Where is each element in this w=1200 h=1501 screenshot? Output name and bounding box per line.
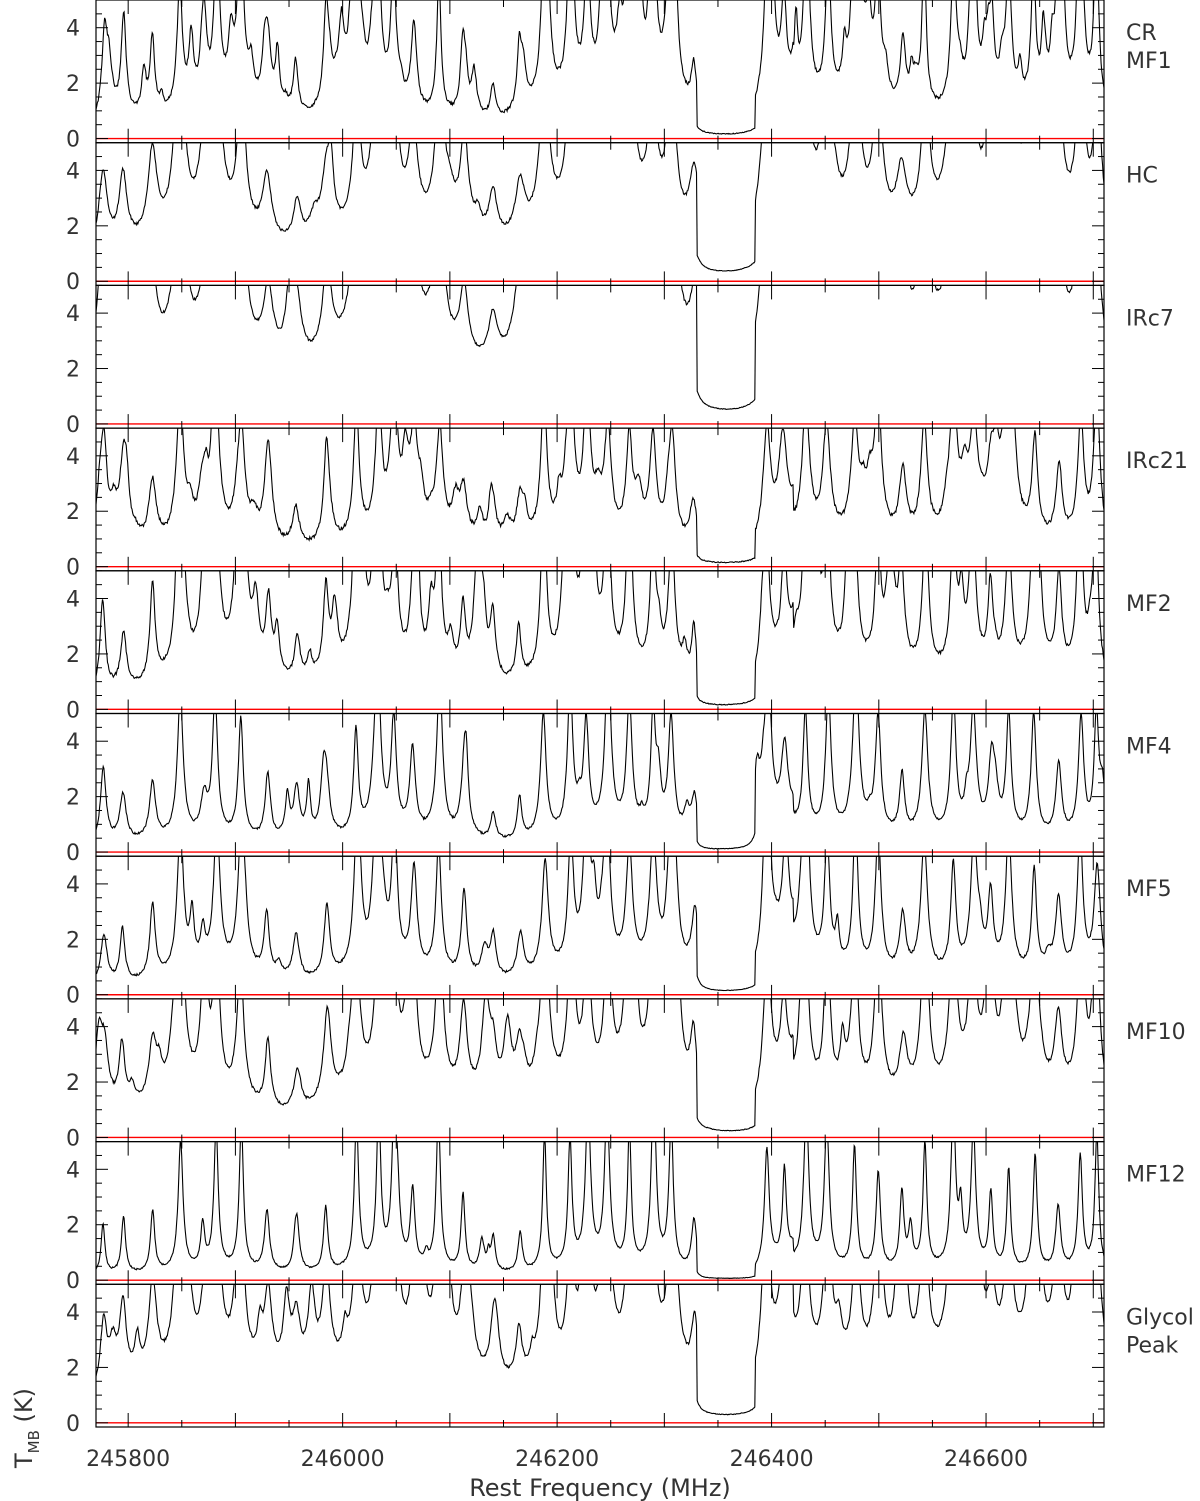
y-tick-label: 2	[66, 358, 80, 383]
y-tick-label: 4	[66, 1016, 80, 1041]
y-tick-label: 0	[66, 128, 80, 153]
panel-frame	[95, 1140, 1105, 1285]
y-tick-label: 0	[66, 1269, 80, 1294]
y-tick-label: 4	[66, 159, 80, 184]
spectra-panels: 0 2 4 CR MF1 0 2 4 HC 0 2 4 IRc7 0 2 4 IRc21 0 2 4 MF2 0 2 4 MF4…	[66, 0, 1194, 1437]
spectrum-line	[96, 428, 1104, 564]
panel: 0 2 4 MF12	[66, 1140, 1186, 1294]
spectrum-line	[96, 998, 1104, 1132]
panel: 0 2 4 CR MF1	[66, 0, 1172, 153]
y-tick-label: 2	[66, 1071, 80, 1096]
y-tick-label: 4	[66, 873, 80, 898]
y-tick-label: 0	[66, 1126, 80, 1151]
panel: 0 2 4 MF4	[66, 712, 1172, 866]
y-tick-label: 4	[66, 302, 80, 327]
y-tick-label: 2	[66, 72, 80, 97]
panel-label: HC	[1126, 164, 1158, 189]
x-tick-label: 245800	[86, 1447, 170, 1472]
y-tick-label: 0	[66, 1412, 80, 1437]
panel-frame	[95, 712, 1105, 857]
panel-frame	[95, 427, 1105, 572]
panel-frame	[95, 0, 1105, 144]
panel-label: CR MF1	[1126, 21, 1172, 74]
y-tick-label: 4	[66, 588, 80, 613]
panel: 0 2 4 IRc21	[66, 427, 1188, 581]
x-tick-label: 246000	[301, 1447, 385, 1472]
panel: 0 2 4 MF5	[66, 855, 1172, 1009]
y-tick-label: 2	[66, 786, 80, 811]
panel-frame	[95, 284, 1105, 429]
y-tick-label: 2	[66, 928, 80, 953]
panel-frame	[95, 1283, 1105, 1428]
y-tick-label: 0	[66, 698, 80, 723]
x-tick-label: 246400	[730, 1447, 814, 1472]
panel-label: IRc7	[1126, 306, 1174, 331]
panel-frame	[95, 570, 1105, 715]
spectrum-line	[96, 1141, 1104, 1280]
y-tick-label: 4	[66, 17, 80, 42]
y-tick-label: 0	[66, 270, 80, 295]
spectrum-line	[96, 1284, 1104, 1416]
y-tick-label: 0	[66, 984, 80, 1009]
y-tick-label: 0	[66, 841, 80, 866]
panel-label: MF2	[1126, 592, 1172, 617]
panel: 0 2 4 HC	[66, 142, 1158, 295]
panel-frame	[95, 855, 1105, 1000]
x-tick-label: 246200	[515, 1447, 599, 1472]
y-tick-label: 0	[66, 556, 80, 581]
x-tick-label: 246600	[944, 1447, 1028, 1472]
spectrum-line	[96, 570, 1104, 706]
y-tick-label: 2	[66, 1356, 80, 1381]
panel-label: MF12	[1126, 1163, 1186, 1188]
panel-label: MF5	[1126, 877, 1172, 902]
y-tick-label: 4	[66, 445, 80, 470]
y-tick-label: 2	[66, 500, 80, 525]
y-tick-label: 2	[66, 215, 80, 240]
y-tick-label: 0	[66, 413, 80, 438]
panel-label: Glycol Peak	[1126, 1305, 1194, 1358]
panel: 0 2 4 MF2	[66, 570, 1172, 723]
y-tick-label: 4	[66, 730, 80, 755]
y-tick-label: 4	[66, 1158, 80, 1183]
panel-label: MF4	[1126, 735, 1172, 760]
panel: 0 2 4 IRc7	[66, 284, 1174, 438]
x-axis-label: Rest Frequency (MHz)	[469, 1474, 731, 1501]
panel-label: IRc21	[1126, 449, 1188, 474]
panel: 0 2 4 MF10	[66, 998, 1186, 1151]
panel: 0 2 4 Glycol Peak	[66, 1283, 1194, 1437]
y-tick-label: 2	[66, 643, 80, 668]
spectrum-line	[96, 142, 1104, 272]
y-axis-label: TMB (K)	[10, 1388, 43, 1469]
x-axis: 245800 246000 246200 246400 246600	[86, 1447, 1028, 1472]
y-tick-label: 4	[66, 1301, 80, 1326]
panel-label: MF10	[1126, 1020, 1186, 1045]
y-tick-label: 2	[66, 1214, 80, 1239]
spectrum-line	[96, 0, 1104, 135]
spectrum-line	[96, 713, 1104, 850]
panel-frame	[95, 998, 1105, 1143]
spectrum-line	[96, 285, 1104, 410]
spectrum-line	[96, 856, 1104, 992]
